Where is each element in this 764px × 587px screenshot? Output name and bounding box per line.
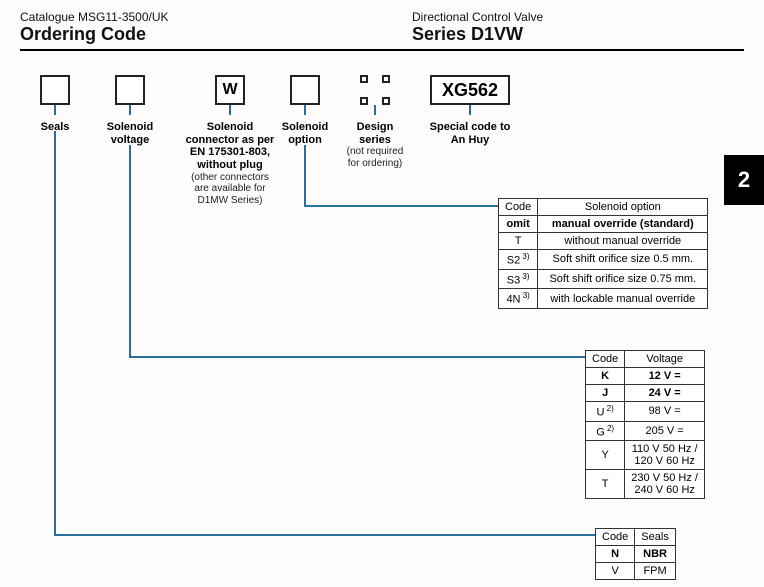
th: Voltage — [625, 351, 705, 368]
box-voltage — [115, 75, 145, 105]
stick — [469, 105, 471, 115]
text-cell: without manual override — [538, 233, 708, 250]
t: for ordering) — [348, 158, 402, 169]
t: EN 175301-803, — [190, 146, 270, 158]
t: D1MW Series) — [197, 195, 262, 206]
stick — [129, 105, 131, 115]
t: option — [288, 134, 322, 146]
line-voltage-h — [129, 356, 585, 358]
t: Solenoid — [207, 121, 253, 133]
code-cell: T — [586, 470, 625, 499]
label-option: Solenoid option — [282, 121, 328, 146]
th: Solenoid option — [538, 199, 708, 216]
t: Special code to — [430, 121, 511, 133]
table-solenoid-option: Code Solenoid option omitmanual override… — [498, 198, 708, 309]
label-special: Special code to An Huy — [430, 121, 511, 146]
text-cell: 24 V = — [625, 385, 705, 402]
th: Code — [596, 529, 635, 546]
label-voltage: Solenoid voltage — [107, 121, 153, 146]
code-cell: S2 3) — [499, 250, 538, 270]
text-cell: Soft shift orifice size 0.75 mm. — [538, 269, 708, 289]
node-design: Design series (not required for ordering… — [340, 75, 410, 169]
sublabel-connector: (other connectors are available for D1MW… — [191, 172, 269, 207]
tbody-voltage: K12 V =J24 V =U 2)98 V =G 2)205 V =Y110 … — [586, 368, 705, 499]
code-cell: N — [596, 546, 635, 563]
text-cell: with lockable manual override — [538, 289, 708, 309]
line-seals-h — [54, 534, 595, 536]
label-design: Design series — [357, 121, 394, 146]
t: voltage — [111, 134, 150, 146]
t: without plug — [197, 159, 262, 171]
box-design — [360, 75, 390, 105]
page-title-left: Ordering Code — [20, 24, 352, 45]
box-special: XG562 — [430, 75, 510, 105]
code-cell: J — [586, 385, 625, 402]
code-cell: T — [499, 233, 538, 250]
code-cell: Y — [586, 441, 625, 470]
text-cell: 230 V 50 Hz /240 V 60 Hz — [625, 470, 705, 499]
label-connector: Solenoid connector as per EN 175301-803,… — [186, 121, 275, 172]
t: are available for — [194, 183, 265, 194]
code-cell: V — [596, 563, 635, 580]
node-seals: Seals — [30, 75, 80, 134]
t: connector as per — [186, 134, 275, 146]
code-cell: omit — [499, 216, 538, 233]
text-cell: FPM — [635, 563, 676, 580]
th: Code — [586, 351, 625, 368]
node-voltage: Solenoid voltage — [100, 75, 160, 146]
code-cell: U 2) — [586, 402, 625, 422]
th: Code — [499, 199, 538, 216]
box-option — [290, 75, 320, 105]
stick — [229, 105, 231, 115]
header-left: Catalogue MSG11-3500/UK Ordering Code — [20, 10, 352, 45]
node-special: XG562 Special code to An Huy — [415, 75, 525, 146]
header-right: Directional Control Valve Series D1VW — [352, 10, 744, 45]
text-cell: Soft shift orifice size 0.5 mm. — [538, 250, 708, 270]
code-cell: K — [586, 368, 625, 385]
box-connector: W — [215, 75, 245, 105]
header: Catalogue MSG11-3500/UK Ordering Code Di… — [0, 0, 764, 49]
code-cell: 4N 3) — [499, 289, 538, 309]
text-cell: 205 V = — [625, 421, 705, 441]
code-cell: S3 3) — [499, 269, 538, 289]
t: (other connectors — [191, 172, 269, 183]
t: series — [359, 134, 391, 146]
product-line: Directional Control Valve — [412, 10, 744, 24]
node-connector: W Solenoid connector as per EN 175301-80… — [175, 75, 285, 206]
line-seals-v — [54, 131, 56, 536]
table-voltage: Code Voltage K12 V =J24 V =U 2)98 V =G 2… — [585, 350, 705, 499]
line-option-h — [304, 205, 498, 207]
text-cell: 12 V = — [625, 368, 705, 385]
node-option: Solenoid option — [275, 75, 335, 146]
t: Solenoid — [282, 121, 328, 133]
th: Seals — [635, 529, 676, 546]
text-cell: 98 V = — [625, 402, 705, 422]
stick — [54, 105, 56, 115]
stick — [374, 105, 376, 115]
header-rule — [20, 49, 744, 51]
table-seals: Code Seals NNBRVFPM — [595, 528, 676, 580]
t: Solenoid — [107, 121, 153, 133]
box-seals — [40, 75, 70, 105]
line-voltage-v — [129, 145, 131, 358]
page-title-right: Series D1VW — [412, 24, 744, 45]
text-cell: manual override (standard) — [538, 216, 708, 233]
page-tab: 2 — [724, 155, 764, 205]
line-option-v — [304, 145, 306, 207]
tbody-option: omitmanual override (standard)Twithout m… — [499, 216, 708, 309]
text-cell: NBR — [635, 546, 676, 563]
t: (not required — [347, 146, 404, 157]
t: Design — [357, 121, 394, 133]
tbody-seals: NNBRVFPM — [596, 546, 676, 580]
t: An Huy — [451, 134, 490, 146]
catalogue-label: Catalogue MSG11-3500/UK — [20, 10, 352, 24]
code-cell: G 2) — [586, 421, 625, 441]
text-cell: 110 V 50 Hz /120 V 60 Hz — [625, 441, 705, 470]
stick — [304, 105, 306, 115]
sublabel-design: (not required for ordering) — [347, 146, 404, 169]
